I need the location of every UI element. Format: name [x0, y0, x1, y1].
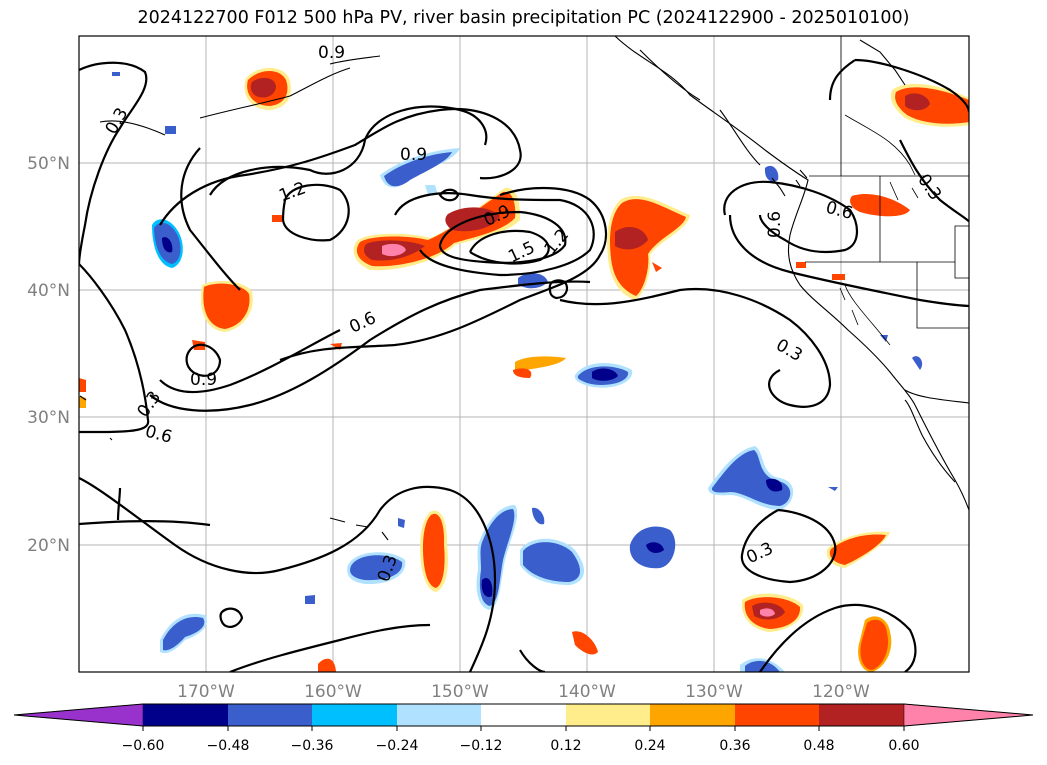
colorbar-segment: [819, 704, 904, 726]
colorbar-segment: [735, 704, 819, 726]
colorbar-tick-label: 0.36: [719, 738, 750, 754]
gridlines: [79, 36, 969, 672]
contour-label: 0.9: [400, 145, 427, 165]
colorbar-tick-label: −0.24: [376, 738, 419, 754]
lon-label: 120°W: [812, 682, 870, 702]
colorbar-tick-label: 0.24: [634, 738, 665, 754]
colorbar-segment: [481, 704, 566, 726]
colorbar-tick-label: 0.12: [550, 738, 581, 754]
colorbar-tick-label: 0.60: [888, 738, 919, 754]
colorbar-segment: [650, 704, 735, 726]
lat-label: 50°N: [27, 154, 70, 174]
colorbar-segment: [143, 704, 228, 726]
colorbar-segment: [228, 704, 312, 726]
lat-label: 30°N: [27, 408, 70, 428]
colorbar: −0.60 −0.48 −0.36 −0.24 −0.12 0.12 0.24 …: [13, 703, 1034, 754]
colorbar-segment: [13, 703, 144, 727]
colorbar-tick-label: −0.48: [207, 738, 250, 754]
lon-label: 140°W: [558, 682, 616, 702]
lon-axis: 170°W 160°W 150°W 140°W 130°W 120°W: [177, 682, 870, 702]
colorbar-tick-label: −0.12: [460, 738, 503, 754]
colorbar-tick-label: −0.60: [122, 738, 165, 754]
coastline: [79, 36, 969, 541]
colorbar-segment: [566, 704, 650, 726]
lat-label: 40°N: [27, 281, 70, 301]
map-frame: [78, 35, 970, 673]
contour-label: 0.9: [318, 43, 345, 63]
lat-axis: 50°N 40°N 30°N 20°N: [27, 154, 70, 556]
lon-label: 170°W: [177, 682, 235, 702]
pv-contours: [79, 58, 969, 672]
colorbar-tick-label: 0.48: [803, 738, 834, 754]
colorbar-segment: [903, 703, 1034, 727]
contour-label: 0.6: [765, 211, 785, 238]
colorbar-segment: [397, 704, 481, 726]
map-area: 0.9 0.3 1.2 0.9 0.9 1.5 1.2 0.6 0.9 0.3 …: [79, 36, 969, 672]
lon-label: 130°W: [685, 682, 743, 702]
contour-label: 0.9: [190, 370, 217, 390]
figure-title: 2024122700 F012 500 hPa PV, river basin …: [137, 8, 910, 28]
lon-label: 150°W: [431, 682, 489, 702]
colorbar-ticks: [142, 726, 905, 731]
colorbar-segment: [312, 704, 397, 726]
lon-label: 160°W: [304, 682, 362, 702]
lat-label: 20°N: [27, 536, 70, 556]
colorbar-tick-label: −0.36: [291, 738, 334, 754]
